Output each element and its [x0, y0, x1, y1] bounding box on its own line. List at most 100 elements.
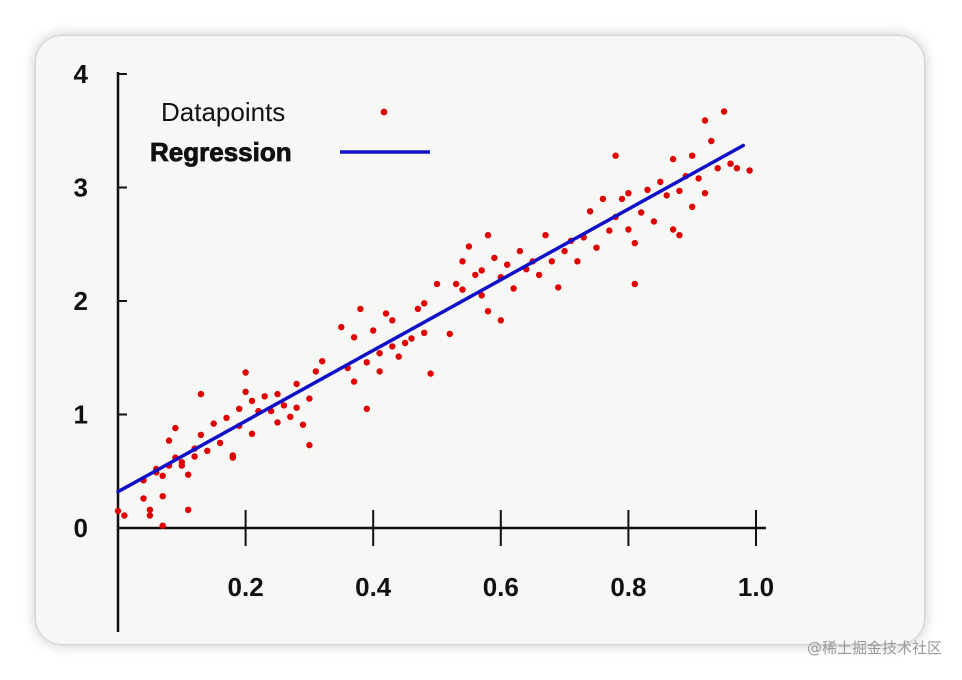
data-point: [746, 167, 753, 174]
data-point: [631, 280, 638, 288]
data-point: [408, 335, 415, 342]
data-point: [701, 117, 709, 124]
data-point: [421, 329, 428, 336]
data-point: [363, 359, 370, 366]
data-point: [363, 405, 370, 412]
x-tick-label: 0.4: [355, 572, 392, 602]
data-point: [714, 165, 721, 172]
data-point: [708, 137, 715, 145]
data-point: [376, 350, 383, 357]
data-point: [676, 187, 683, 195]
data-point: [669, 226, 677, 233]
watermark-text: @稀土掘金技术社区: [806, 639, 942, 657]
data-point: [676, 232, 683, 239]
data-point: [197, 390, 205, 398]
data-point: [401, 339, 409, 347]
data-point: [293, 380, 300, 388]
data-point: [478, 267, 485, 274]
data-point: [427, 370, 434, 377]
data-point: [452, 280, 460, 288]
data-point: [638, 209, 645, 216]
data-point: [306, 441, 313, 449]
data-point: [146, 512, 154, 519]
y-tick-label: 1: [74, 400, 88, 430]
data-point: [159, 493, 166, 500]
data-point: [185, 506, 192, 513]
data-point: [242, 369, 249, 376]
x-tick-label: 0.2: [228, 572, 264, 602]
data-point: [586, 208, 594, 215]
data-point: [236, 405, 243, 412]
data-point: [535, 271, 543, 279]
data-point: [663, 192, 670, 199]
y-ticks: 0 1 2 3 4: [74, 59, 127, 543]
datapoints-layer: [114, 108, 753, 529]
data-point: [446, 330, 453, 338]
data-point: [306, 395, 313, 402]
data-point: [497, 317, 504, 324]
data-point: [357, 305, 364, 313]
data-point: [625, 226, 632, 233]
data-point: [191, 453, 198, 460]
data-point: [459, 286, 466, 293]
data-point: [733, 165, 741, 172]
data-point: [280, 402, 288, 409]
data-point: [669, 155, 677, 163]
data-point: [516, 247, 524, 255]
data-point: [204, 447, 211, 454]
legend-datapoints-label: Datapoints: [161, 97, 285, 127]
data-point: [593, 244, 600, 251]
data-point: [140, 495, 147, 502]
data-point: [465, 243, 473, 250]
y-tick-label: 4: [74, 59, 89, 89]
data-point: [210, 420, 217, 427]
data-point: [274, 390, 281, 398]
data-point: [644, 186, 651, 193]
x-ticks: 0.2 0.4 0.6 0.8 1.0: [228, 510, 774, 602]
scatter-chart: 0 1 2 3 4 0.2 0.4 0.6 0.8 1.0 Datapoints Regress…: [74, 59, 774, 632]
data-point: [689, 203, 696, 210]
data-point: [159, 522, 166, 529]
data-point: [319, 358, 326, 365]
legend: Datapoints Regression: [150, 97, 430, 167]
data-point: [618, 195, 626, 203]
data-point: [459, 258, 466, 265]
data-point: [165, 437, 173, 444]
data-point: [561, 247, 568, 255]
data-point: [229, 452, 236, 459]
data-point: [510, 285, 517, 292]
data-point: [433, 280, 441, 288]
data-point: [484, 232, 492, 239]
data-point: [248, 397, 256, 405]
data-point: [178, 462, 185, 469]
data-point: [287, 413, 294, 420]
data-point: [555, 284, 562, 291]
data-point: [472, 271, 479, 279]
data-point: [606, 227, 613, 234]
data-point: [599, 195, 607, 203]
data-point: [389, 317, 396, 324]
y-tick-label: 2: [74, 286, 88, 316]
data-point: [701, 190, 709, 197]
data-point: [338, 323, 345, 331]
data-point: [197, 431, 205, 439]
data-point: [216, 439, 224, 447]
data-point: [242, 388, 249, 395]
data-point: [121, 512, 128, 519]
y-tick-label: 3: [74, 173, 88, 203]
regression-layer: [116, 143, 745, 494]
data-point: [370, 327, 377, 334]
data-point: [293, 404, 300, 411]
data-point: [574, 258, 581, 265]
data-point: [159, 472, 166, 479]
data-point: [312, 368, 319, 375]
data-point: [625, 190, 632, 197]
data-point: [657, 178, 664, 185]
y-tick-label: 0: [74, 513, 88, 543]
data-point: [421, 300, 428, 307]
axes: [116, 72, 766, 632]
data-point: [631, 239, 638, 247]
data-point: [389, 343, 396, 350]
data-point: [146, 506, 154, 513]
data-point: [350, 334, 358, 341]
